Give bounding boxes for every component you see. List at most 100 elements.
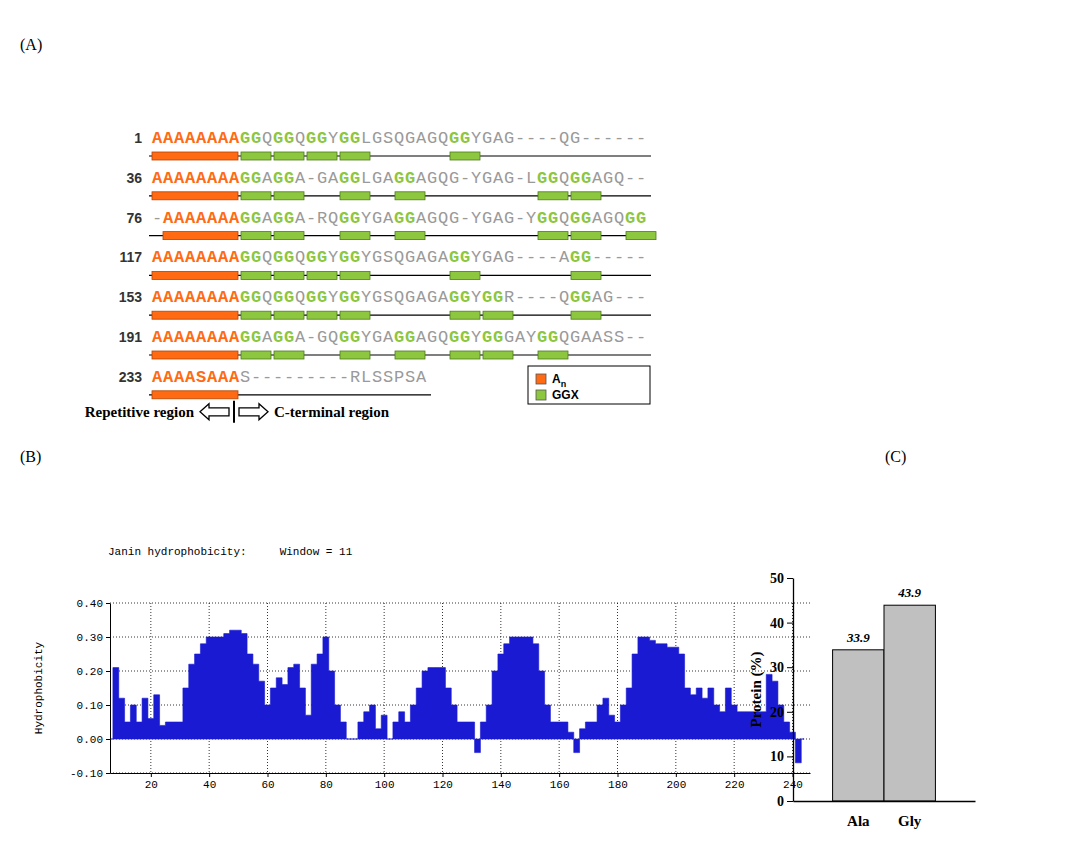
sequence-row: 76-AAAAAAAGGAGGA-RQGGYGAGGAGQG-YGAG-YGGQ…	[126, 209, 656, 240]
gg-motif: GG	[240, 248, 262, 267]
ggx-box	[307, 271, 337, 279]
gg-motif: GG	[570, 248, 592, 267]
grid-line	[734, 603, 735, 773]
residues: -	[152, 209, 163, 228]
sequence-row: 153AAAAAAAAGGQGGQGGYGGYGSQGAGAGGYGGR----…	[119, 288, 651, 319]
residues: QGAASS--	[559, 328, 647, 347]
tick-label: 50	[770, 571, 784, 586]
tick-mark	[618, 773, 619, 777]
tick-mark	[106, 705, 110, 706]
tick-label: 0.20	[77, 666, 103, 678]
grid-line	[617, 603, 618, 773]
tick-label: -0.10	[70, 768, 103, 780]
tick: 220	[725, 773, 745, 791]
sequence-text: AAAASAAAS---------RLSSPSA	[152, 368, 427, 387]
residues: GAY	[504, 328, 537, 347]
grid-line	[559, 603, 560, 773]
ggx-box	[274, 311, 304, 319]
residues: A	[262, 328, 273, 347]
ggx-box	[274, 271, 304, 279]
bar	[884, 605, 935, 801]
ggx-box	[340, 271, 370, 279]
tick: 30	[770, 660, 793, 675]
ggx-box	[450, 271, 480, 279]
sequence-text: AAAAAAAAGGQGGQGGYGGLGSQGAGQGGYGAG----QG-…	[152, 129, 647, 148]
tick: 20	[770, 705, 793, 720]
alanine-run: AAAAAAAA	[152, 248, 240, 267]
region-label: Repetitive region	[85, 404, 195, 420]
axis-line	[110, 604, 111, 774]
ggx-box	[241, 152, 271, 160]
tick-mark	[268, 773, 269, 777]
alanine-run: AAAAAAA	[163, 209, 240, 228]
gg-motif: GG	[273, 288, 295, 307]
gg-motif: GG	[240, 288, 262, 307]
ggx-box	[340, 192, 370, 200]
residues: LGA	[361, 169, 394, 188]
tick: 60	[261, 773, 274, 791]
residues: Y	[471, 288, 482, 307]
residues: -----	[592, 248, 647, 267]
plot-area	[110, 630, 804, 763]
residues: Q	[295, 129, 306, 148]
ggx-box	[395, 351, 425, 359]
tick: Gly	[898, 801, 922, 829]
tick: 120	[433, 773, 453, 791]
y-axis-title: Hydrophobicity	[33, 641, 45, 734]
legend-label: GGX	[552, 388, 579, 402]
gg-motif: GG	[240, 209, 262, 228]
legend-text: GGX	[552, 388, 579, 402]
hydrophobicity-chart: 20406080100120140160180200220240-0.100.0…	[33, 546, 811, 791]
residues: Q	[559, 169, 570, 188]
ggx-box	[340, 311, 370, 319]
residues: Y	[328, 248, 339, 267]
tick-label: Ala	[847, 813, 870, 829]
residues: Q	[262, 129, 273, 148]
tick: Ala	[847, 801, 870, 829]
ggx-box	[483, 311, 513, 319]
ggx-box	[395, 232, 425, 240]
gg-motif: GG	[339, 169, 361, 188]
ggx-box	[450, 351, 480, 359]
gg-motif: GG	[570, 288, 592, 307]
ggx-box	[274, 232, 304, 240]
alanine-box	[152, 351, 238, 359]
panel-label: (C)	[885, 448, 906, 466]
gg-motif: GG	[537, 328, 559, 347]
ggx-box	[395, 192, 425, 200]
alanine-run: AAAASAAA	[152, 368, 240, 387]
row-start-number: 1	[134, 130, 142, 146]
region-label: C-terminal region	[274, 404, 390, 420]
grid-line	[150, 603, 151, 773]
tick: 100	[375, 773, 395, 791]
y-axis-title: Protein (%)	[748, 652, 765, 728]
residues: S---------RLSSPSA	[240, 368, 427, 387]
residues: Q	[262, 248, 273, 267]
gg-motif: GG	[449, 328, 471, 347]
axis-line	[793, 579, 794, 802]
tick: 200	[666, 773, 686, 791]
gg-motif: GG	[482, 288, 504, 307]
sequence-row: 191AAAAAAAAGGAGGA-GQGGYGAGGAGQGGYGGGAYGG…	[119, 328, 651, 359]
tick-label: 100	[375, 779, 395, 791]
residues: Y	[471, 328, 482, 347]
gg-motif: GG	[273, 209, 295, 228]
tick-label: 20	[770, 705, 784, 720]
legend-swatch	[536, 390, 546, 400]
gg-motif: GG	[625, 209, 647, 228]
tick-mark	[787, 712, 793, 713]
ggx-box	[483, 351, 513, 359]
ggx-box	[538, 351, 568, 359]
residues: A-GQ	[295, 328, 339, 347]
gg-motif: GG	[482, 328, 504, 347]
gg-motif: GG	[394, 169, 416, 188]
ggx-box	[571, 232, 601, 240]
ggx-box	[571, 192, 601, 200]
ggx-box	[340, 351, 370, 359]
legend-swatch	[536, 374, 546, 384]
alanine-box	[152, 311, 238, 319]
gg-motif: GG	[339, 328, 361, 347]
data-label: 43.9	[897, 585, 921, 600]
residues: A-GA	[295, 169, 339, 188]
sequence-text: AAAAAAAAGGQGGQGGYGGYGSQGAGAGGYGGR----QGG…	[152, 288, 647, 307]
